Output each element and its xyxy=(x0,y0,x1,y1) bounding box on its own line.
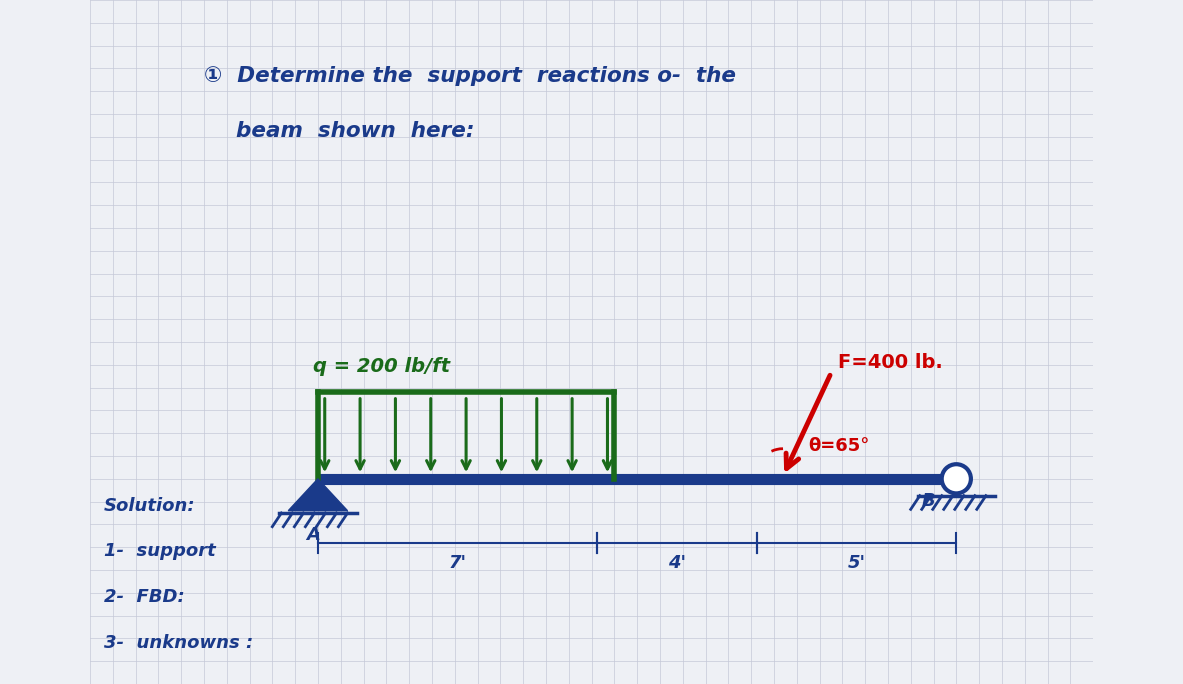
Text: F=400 lb.: F=400 lb. xyxy=(838,353,943,372)
Text: 5': 5' xyxy=(847,554,866,572)
Text: 4': 4' xyxy=(668,554,686,572)
Text: θ=65°: θ=65° xyxy=(808,437,870,455)
Text: ①  Determine the  support  reactions o-  the: ① Determine the support reactions o- the xyxy=(203,66,736,86)
Text: B: B xyxy=(922,492,936,510)
Text: A: A xyxy=(306,527,321,544)
Circle shape xyxy=(942,464,971,493)
Text: 1-  support: 1- support xyxy=(104,542,215,560)
Text: 2-  FBD:: 2- FBD: xyxy=(104,588,185,606)
Text: 3-  unknowns :: 3- unknowns : xyxy=(104,633,253,652)
Text: Solution:: Solution: xyxy=(104,497,195,515)
Text: beam  shown  here:: beam shown here: xyxy=(235,121,474,141)
Text: q = 200 lb/ft: q = 200 lb/ft xyxy=(313,356,451,376)
Polygon shape xyxy=(289,479,348,511)
Text: 7': 7' xyxy=(448,554,466,572)
